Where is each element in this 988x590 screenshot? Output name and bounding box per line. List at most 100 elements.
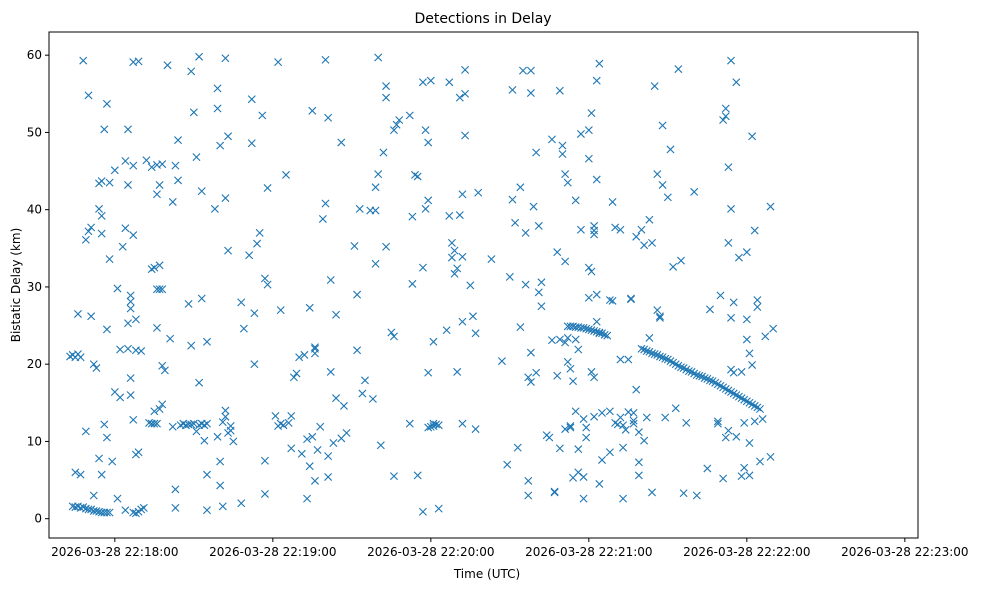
data-point [524, 476, 533, 485]
data-point [584, 126, 593, 135]
data-point [374, 170, 383, 179]
data-point [753, 296, 762, 305]
data-point [92, 364, 101, 373]
data-point [629, 419, 638, 428]
data-point [692, 491, 701, 500]
data-point [608, 197, 617, 206]
data-point [389, 332, 398, 341]
data-point [632, 385, 641, 394]
data-point [260, 456, 269, 465]
data-point [408, 279, 417, 288]
data-point [326, 367, 335, 376]
data-point [295, 353, 304, 362]
data-point [429, 419, 438, 428]
data-point [374, 53, 383, 62]
data-point [608, 296, 617, 305]
data-point [684, 367, 693, 376]
data-point [574, 345, 583, 354]
data-point [84, 505, 93, 514]
data-point [461, 131, 470, 140]
data-point [97, 229, 106, 238]
data-point [102, 99, 111, 108]
data-point [508, 85, 517, 94]
data-point [758, 415, 767, 424]
data-point [84, 227, 93, 236]
data-point [526, 348, 535, 357]
data-point [221, 54, 230, 63]
data-point [371, 259, 380, 268]
data-point [719, 474, 728, 483]
data-point [150, 419, 159, 428]
data-point [658, 121, 667, 130]
chart-title: Detections in Delay [414, 11, 551, 27]
data-point [742, 315, 751, 324]
data-point [458, 252, 467, 261]
data-point [389, 126, 398, 135]
data-point [558, 141, 567, 150]
data-point [258, 111, 267, 120]
data-point [695, 371, 704, 380]
data-point [279, 421, 288, 430]
data-point [521, 280, 530, 289]
data-point [445, 211, 454, 220]
data-point [584, 293, 593, 302]
data-point [582, 423, 591, 432]
data-point [163, 61, 172, 70]
data-point [260, 274, 269, 283]
data-point [221, 194, 230, 203]
data-point [748, 132, 757, 141]
y-tick-label: 0 [34, 512, 42, 526]
data-point [690, 187, 699, 196]
data-point [592, 327, 601, 336]
data-point [318, 214, 327, 223]
data-point [152, 419, 161, 428]
data-point [332, 394, 341, 403]
data-point [250, 309, 259, 318]
data-point [321, 55, 330, 64]
data-point [124, 125, 132, 134]
data-point [590, 326, 599, 335]
data-point [537, 302, 546, 311]
data-point [418, 507, 427, 516]
data-point [245, 251, 254, 260]
data-point [590, 230, 599, 239]
data-point [640, 436, 649, 445]
data-point [629, 416, 638, 425]
data-point [661, 413, 670, 422]
data-point [310, 476, 319, 485]
data-point [661, 354, 670, 363]
data-point [313, 445, 322, 454]
data-point [342, 428, 351, 437]
data-point [203, 419, 211, 428]
data-point [566, 423, 575, 432]
data-point [324, 472, 333, 481]
data-point [526, 89, 535, 98]
data-point [621, 425, 630, 434]
data-point [598, 455, 606, 464]
data-point [216, 141, 225, 150]
data-point [187, 420, 196, 429]
data-point [453, 264, 462, 273]
data-point [700, 374, 709, 383]
data-point [382, 82, 391, 91]
data-point [727, 204, 736, 213]
data-point [713, 419, 722, 428]
data-point [727, 313, 736, 322]
data-point [105, 255, 114, 264]
data-point [102, 433, 111, 442]
data-point [287, 411, 296, 420]
data-point [382, 93, 391, 102]
data-point [595, 59, 604, 68]
y-axis-ticks: 0 10 20 30 40 50 60 [27, 48, 49, 526]
data-point [640, 241, 649, 250]
data-point [553, 371, 562, 380]
data-point [519, 66, 527, 75]
data-point [732, 432, 741, 441]
data-point [761, 332, 770, 341]
data-point [769, 324, 778, 333]
data-point [508, 195, 517, 204]
data-point [421, 126, 430, 135]
data-point [584, 325, 593, 334]
data-point [603, 331, 612, 340]
